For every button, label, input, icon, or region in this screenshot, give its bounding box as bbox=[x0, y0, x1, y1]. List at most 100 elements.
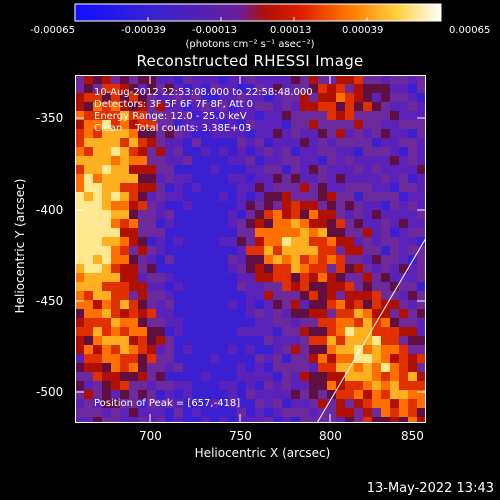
heatmap-cell bbox=[363, 291, 372, 300]
heatmap-cell bbox=[273, 246, 282, 255]
heatmap-cell bbox=[93, 165, 102, 174]
heatmap-cell bbox=[219, 129, 228, 138]
heatmap-cell bbox=[147, 147, 156, 156]
heatmap-cell bbox=[336, 417, 345, 423]
heatmap-cell bbox=[75, 336, 84, 345]
heatmap-cell bbox=[354, 309, 363, 318]
heatmap-cell bbox=[273, 84, 282, 93]
heatmap-cell bbox=[219, 399, 228, 408]
heatmap-cell bbox=[345, 93, 354, 102]
heatmap-cell bbox=[75, 111, 84, 120]
heatmap-cell bbox=[84, 183, 93, 192]
heatmap-cell bbox=[390, 147, 399, 156]
heatmap-cell bbox=[309, 228, 318, 237]
heatmap-cell bbox=[246, 129, 255, 138]
heatmap-cell bbox=[156, 273, 165, 282]
heatmap-cell bbox=[399, 201, 408, 210]
heatmap-cell bbox=[381, 201, 390, 210]
heatmap-cell bbox=[309, 327, 318, 336]
heatmap-cell bbox=[381, 399, 390, 408]
heatmap-cell bbox=[408, 381, 417, 390]
heatmap-cell bbox=[102, 399, 111, 408]
heatmap-cell bbox=[183, 336, 192, 345]
heatmap-cell bbox=[111, 273, 120, 282]
heatmap-cell bbox=[282, 93, 291, 102]
heatmap-cell bbox=[264, 309, 273, 318]
heatmap-cell bbox=[183, 165, 192, 174]
heatmap-cell bbox=[147, 381, 156, 390]
heatmap-cell bbox=[363, 309, 372, 318]
heatmap-cell bbox=[354, 363, 363, 372]
heatmap-cell bbox=[129, 300, 138, 309]
heatmap-cell bbox=[300, 372, 309, 381]
heatmap-cell bbox=[120, 408, 129, 417]
heatmap-cell bbox=[156, 309, 165, 318]
heatmap-cell bbox=[282, 138, 291, 147]
heatmap-cell bbox=[75, 192, 84, 201]
heatmap-cell bbox=[291, 129, 300, 138]
heatmap-cell bbox=[372, 246, 381, 255]
heatmap-cell bbox=[417, 84, 426, 93]
heatmap-cell bbox=[165, 174, 174, 183]
heatmap-cell bbox=[93, 120, 102, 129]
heatmap-cell bbox=[75, 210, 84, 219]
heatmap-cell bbox=[75, 408, 84, 417]
heatmap-cell bbox=[363, 318, 372, 327]
heatmap-cell bbox=[228, 219, 237, 228]
heatmap-cell bbox=[282, 165, 291, 174]
heatmap-cell bbox=[183, 399, 192, 408]
heatmap-cell bbox=[300, 408, 309, 417]
heatmap-cell bbox=[300, 75, 309, 84]
heatmap-cell bbox=[156, 291, 165, 300]
heatmap-cell bbox=[381, 129, 390, 138]
heatmap-cell bbox=[183, 210, 192, 219]
heatmap-cell bbox=[264, 210, 273, 219]
heatmap-cell bbox=[129, 372, 138, 381]
heatmap-cell bbox=[246, 408, 255, 417]
heatmap-cell bbox=[165, 408, 174, 417]
heatmap-cell bbox=[174, 354, 183, 363]
heatmap-cell bbox=[264, 84, 273, 93]
heatmap-cell bbox=[210, 75, 219, 84]
heatmap-cell bbox=[291, 309, 300, 318]
heatmap-cell bbox=[201, 255, 210, 264]
heatmap-cell bbox=[264, 336, 273, 345]
heatmap-cell bbox=[174, 327, 183, 336]
y-tick-label: -500 bbox=[36, 385, 64, 399]
heatmap-cell bbox=[192, 228, 201, 237]
heatmap-cell bbox=[228, 147, 237, 156]
heatmap-cell bbox=[309, 192, 318, 201]
heatmap-cell bbox=[84, 201, 93, 210]
heatmap-cell bbox=[93, 327, 102, 336]
heatmap-cell bbox=[372, 147, 381, 156]
heatmap-cell bbox=[165, 129, 174, 138]
heatmap-cell bbox=[372, 201, 381, 210]
heatmap-cell bbox=[219, 219, 228, 228]
heatmap-cell bbox=[300, 111, 309, 120]
heatmap-cell bbox=[300, 102, 309, 111]
heatmap-cell bbox=[183, 246, 192, 255]
heatmap-cell bbox=[291, 138, 300, 147]
heatmap-cell bbox=[120, 129, 129, 138]
colorbar-units: (photons cm⁻² s⁻¹ asec⁻²) bbox=[185, 39, 315, 50]
colorbar bbox=[74, 3, 442, 22]
heatmap-cell bbox=[291, 264, 300, 273]
heatmap-cell bbox=[156, 354, 165, 363]
heatmap-cell bbox=[282, 291, 291, 300]
heatmap-cell bbox=[399, 291, 408, 300]
heatmap-cell bbox=[327, 75, 336, 84]
heatmap-cell bbox=[264, 381, 273, 390]
heatmap-cell bbox=[219, 372, 228, 381]
heatmap-cell bbox=[408, 255, 417, 264]
heatmap-cell bbox=[120, 354, 129, 363]
heatmap-cell bbox=[201, 147, 210, 156]
heatmap-cell bbox=[390, 246, 399, 255]
heatmap-cell bbox=[219, 210, 228, 219]
heatmap-cell bbox=[192, 300, 201, 309]
heatmap-cell bbox=[372, 399, 381, 408]
heatmap-cell bbox=[120, 237, 129, 246]
heatmap-cell bbox=[354, 111, 363, 120]
heatmap-cell bbox=[264, 129, 273, 138]
heatmap-cell bbox=[102, 264, 111, 273]
